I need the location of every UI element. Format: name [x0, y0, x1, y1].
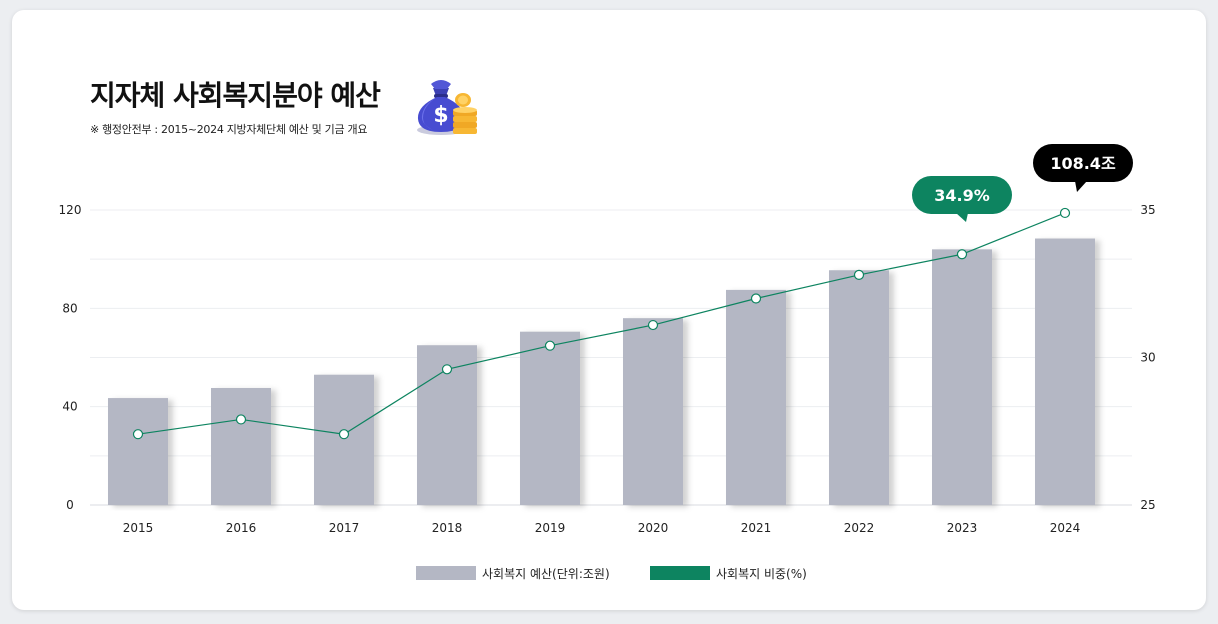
share-point [853, 269, 865, 280]
chart-title: 지자체 사회복지분야 예산 [90, 79, 381, 112]
bar [520, 331, 580, 505]
x-tick-label: 2019 [535, 521, 566, 535]
y-left-tick-label: 120 [59, 203, 82, 217]
share-point [750, 293, 762, 304]
y-right-tick-label: 35 [1140, 203, 1155, 217]
x-tick-label: 2024 [1050, 521, 1081, 535]
y-left-tick-label: 0 [66, 498, 74, 512]
source-note: ※ 행정안전부 : 2015~2024 지방자체단체 예산 및 기금 개요 [90, 123, 368, 136]
callout-budget-pointer [1075, 181, 1087, 192]
svg-text:$: $ [433, 103, 448, 128]
y-right-tick-label: 25 [1140, 498, 1155, 512]
money-bag-with-coins-icon: $ [417, 80, 477, 135]
y-right-tick-label: 30 [1140, 351, 1155, 365]
callout-share-label: 34.9% [934, 186, 990, 205]
bar [314, 374, 374, 505]
share-point [647, 319, 659, 331]
y-left-tick-label: 80 [62, 301, 77, 315]
y-left-tick-label: 40 [62, 400, 77, 414]
bar [1035, 238, 1095, 505]
x-tick-label: 2016 [226, 521, 257, 535]
chart-card [12, 10, 1206, 610]
callout-share-bubble [912, 176, 1012, 214]
legend-label-budget: 사회복지 예산(단위:조원) [482, 567, 610, 581]
bar [623, 318, 683, 505]
callout-budget-bubble [1033, 144, 1133, 182]
x-tick-label: 2018 [432, 521, 463, 535]
x-tick-label: 2017 [329, 521, 360, 535]
bar [726, 289, 786, 505]
share-line [137, 212, 1066, 435]
share-point [544, 340, 556, 351]
bar [829, 270, 889, 505]
x-tick-label: 2020 [638, 521, 669, 535]
bar [932, 249, 992, 505]
x-tick-label: 2023 [947, 521, 978, 535]
share-point [441, 364, 453, 375]
callout-budget-label: 108.4조 [1050, 154, 1116, 173]
bar [108, 398, 168, 505]
share-point [338, 429, 350, 440]
x-tick-label: 2022 [844, 521, 875, 535]
x-tick-label: 2021 [741, 521, 772, 535]
legend-swatch-budget [416, 566, 476, 580]
share-point [235, 414, 247, 425]
share-point [1059, 207, 1071, 219]
callout-share-pointer [956, 213, 968, 222]
bar [211, 387, 271, 505]
legend-label-share: 사회복지 비중(%) [716, 567, 807, 581]
share-point [132, 429, 144, 440]
share-point [956, 249, 968, 260]
x-tick-label: 2015 [123, 521, 154, 535]
legend-swatch-share [650, 566, 710, 580]
